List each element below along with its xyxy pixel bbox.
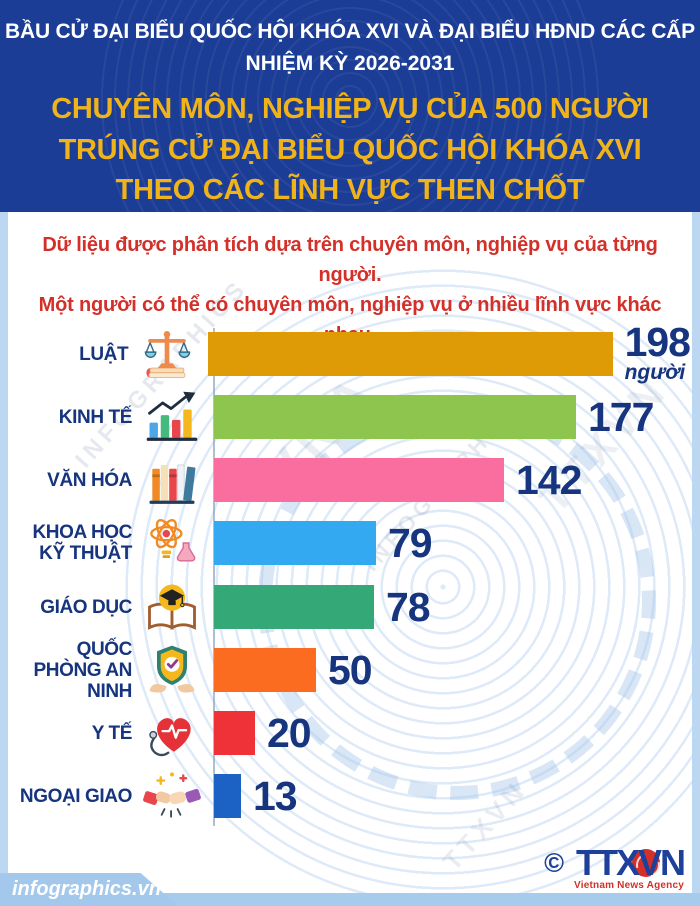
chart-row-khoa-hoc: KHOA HỌC KỸ THUẬT 79	[14, 511, 690, 575]
title-line-3: THEO CÁC LĨNH VỰC THEN CHỐT	[115, 174, 585, 206]
chart-row-kinh-te: KINH TẾ 177	[14, 385, 690, 449]
category-label: VĂN HÓA	[47, 469, 132, 491]
bar-value: 20	[267, 710, 312, 756]
health-heart-icon	[132, 703, 212, 763]
frame-left	[0, 212, 8, 906]
header-line-2: NHIỆM KỲ 2026-2031	[245, 52, 455, 75]
copyright-icon: ©	[544, 848, 565, 878]
chart-row-y-te: Y TẾ 20	[14, 701, 690, 765]
bar	[214, 711, 255, 755]
bar-value: 142	[516, 457, 582, 503]
bar	[214, 395, 576, 439]
bar	[214, 585, 374, 629]
title-line-2: TRÚNG CỬ ĐẠI BIỂU QUỐC HỘI KHÓA XVI	[58, 134, 642, 166]
category-label: KINH TẾ	[58, 406, 133, 428]
agency-name: Vietnam News Agency	[574, 880, 684, 891]
bar	[207, 332, 613, 376]
chart-row-van-hoa: VĂN HÓA 142	[14, 448, 690, 512]
source-site: infographics.vn	[12, 878, 161, 900]
ttxvn-logo-letters: TTXVN	[575, 842, 686, 883]
justice-scales-icon	[128, 324, 205, 384]
bar-value: 198	[624, 319, 691, 365]
category-label: KHOA HỌC KỸ THUẬT	[32, 522, 132, 564]
methodology-note: Dữ liệu được phân tích dựa trên chuyên m…	[10, 230, 690, 350]
bar	[214, 774, 241, 818]
chart-row-ngoai-giao: NGOẠI GIAO 13	[14, 764, 690, 828]
bar-value: 50	[328, 647, 373, 693]
note-line-1: Dữ liệu được phân tích dựa trên chuyên m…	[42, 234, 658, 286]
bar-value: 79	[388, 520, 433, 566]
globe-icon	[632, 849, 660, 877]
chart-row-giao-duc: GIÁO DỤC 78	[14, 575, 690, 639]
frame-bottom	[0, 893, 700, 906]
bar	[214, 648, 316, 692]
agency-logo: © TTXVN Vietnam News Agency	[544, 842, 686, 892]
category-label: NGOẠI GIAO	[19, 785, 133, 807]
diplomacy-handshake-icon	[132, 766, 212, 826]
economy-chart-icon	[132, 387, 212, 447]
category-label: GIÁO DỤC	[40, 596, 132, 618]
frame-right	[692, 212, 700, 906]
title-line-1: CHUYÊN MÔN, NGHIỆP VỤ CỦA 500 NGƯỜI	[51, 93, 649, 125]
books-icon	[132, 450, 212, 510]
bar-value: 13	[253, 773, 298, 819]
chart-row-quoc-phong: QUỐC PHÒNG AN NINH 50	[14, 638, 690, 702]
drum-pattern-header	[90, 0, 610, 212]
category-label: Y TẾ	[91, 722, 133, 744]
unit-label: người	[624, 361, 686, 384]
bar	[214, 521, 376, 565]
bar	[214, 458, 504, 502]
source-ribbon: infographics.vn	[0, 873, 178, 906]
header-line-1: BẦU CỬ ĐẠI BIỂU QUỐC HỘI KHÓA XVI VÀ ĐẠI…	[5, 20, 695, 43]
science-atom-icon	[132, 513, 212, 573]
chart-row-luat: LUẬT 198 người	[14, 319, 691, 386]
defense-shield-icon	[132, 640, 212, 700]
header-banner: BẦU CỬ ĐẠI BIỂU QUỐC HỘI KHÓA XVI VÀ ĐẠI…	[0, 0, 700, 212]
category-label: LUẬT	[79, 343, 129, 365]
category-label: QUỐC PHÒNG AN NINH	[33, 638, 133, 702]
bar-value: 177	[588, 394, 654, 440]
chart-axis-line	[213, 328, 215, 826]
bar-value: 78	[386, 584, 431, 630]
education-graduation-icon	[132, 577, 212, 637]
